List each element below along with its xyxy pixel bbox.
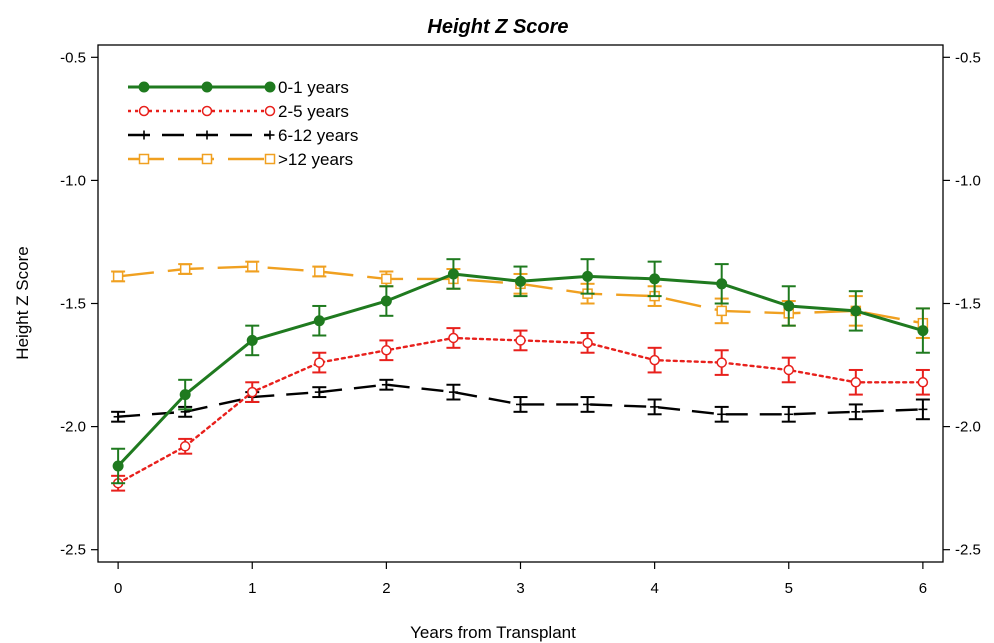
series-2-5-years	[111, 327, 930, 492]
legend-item: 0-1 years	[128, 78, 349, 97]
marker-filled-circle	[917, 325, 929, 337]
series-layer	[111, 258, 930, 492]
marker-open-square	[314, 266, 325, 277]
marker-open-square	[179, 263, 191, 275]
marker-open-circle	[381, 345, 392, 356]
marker-filled-circle	[649, 273, 661, 285]
marker-filled-circle	[264, 81, 276, 93]
marker-open-circle	[716, 357, 727, 368]
x-tick-label: 4	[650, 580, 658, 597]
marker-filled-circle	[582, 270, 594, 282]
marker-filled-circle	[515, 275, 526, 287]
y-tick-label-left: -1.0	[60, 172, 86, 189]
marker-filled-circle	[201, 81, 213, 93]
x-axis-label: Years from Transplant	[410, 623, 576, 642]
x-tick-label: 5	[785, 580, 793, 597]
y-tick-label-right: -2.0	[955, 419, 981, 436]
marker-open-circle	[264, 105, 276, 117]
axis-ticks: 0 1 2 3 4 5 6 -0.5 -0.5 -1.0 -1.0 -1.5 -1.5 -2.0 -2.0 -…	[60, 49, 981, 597]
legend: 0-1 years 2-5 years 6-12 years >12 years	[128, 78, 358, 169]
marker-filled-circle	[716, 278, 728, 290]
marker-filled-circle	[447, 268, 459, 280]
y-tick-label-left: -2.5	[60, 542, 86, 559]
marker-filled-circle	[313, 315, 325, 327]
x-tick-label: 1	[248, 580, 256, 597]
marker-open-circle	[515, 335, 526, 346]
marker-open-circle	[314, 357, 325, 368]
legend-label: >12 years	[278, 150, 353, 169]
marker-filled-circle	[380, 295, 392, 307]
legend-item: 2-5 years	[128, 102, 349, 121]
marker-open-square	[201, 153, 213, 165]
y-axis-label: Height Z Score	[13, 246, 32, 359]
marker-filled-circle	[138, 81, 150, 93]
y-tick-label-left: -0.5	[60, 49, 86, 66]
series-line	[117, 272, 924, 468]
y-tick-label-left: -2.0	[60, 419, 86, 436]
y-tick-label-right: -1.5	[955, 296, 981, 313]
y-tick-label-right: -2.5	[955, 542, 981, 559]
marker-open-circle	[179, 441, 191, 452]
marker-filled-circle	[850, 305, 862, 317]
chart-title: Height Z Score	[427, 16, 568, 38]
series-0-1-years	[111, 258, 930, 485]
marker-filled-circle	[112, 460, 124, 472]
marker-open-circle	[850, 377, 862, 388]
x-tick-label: 3	[516, 580, 524, 597]
marker-open-square	[112, 271, 124, 282]
marker-open-square	[264, 153, 276, 165]
x-tick-label: 6	[919, 580, 927, 597]
legend-item: 6-12 years	[128, 126, 358, 145]
series-6-12-years	[111, 378, 930, 423]
y-tick-label-left: -1.5	[60, 296, 86, 313]
legend-label: 6-12 years	[278, 126, 358, 145]
marker-filled-circle	[246, 334, 258, 346]
marker-open-circle	[246, 386, 258, 398]
legend-label: 2-5 years	[278, 102, 349, 121]
y-tick-label-right: -1.0	[955, 172, 981, 189]
marker-open-circle	[138, 105, 150, 117]
marker-open-circle	[582, 337, 593, 349]
marker-open-circle	[783, 364, 795, 376]
marker-open-square	[246, 261, 258, 272]
marker-open-circle	[917, 377, 929, 388]
marker-open-circle	[448, 332, 459, 344]
marker-open-square	[716, 305, 727, 317]
marker-open-square	[138, 153, 150, 165]
legend-label: 0-1 years	[278, 78, 349, 97]
marker-open-circle	[649, 354, 660, 366]
marker-filled-circle	[783, 300, 795, 312]
marker-filled-circle	[179, 389, 191, 401]
marker-open-circle	[201, 105, 213, 117]
y-tick-label-right: -0.5	[955, 49, 981, 66]
x-tick-label: 0	[114, 580, 122, 597]
marker-open-square	[381, 273, 392, 285]
legend-item: >12 years	[128, 150, 353, 169]
plot-frame	[97, 44, 944, 563]
x-tick-label: 2	[382, 580, 390, 597]
